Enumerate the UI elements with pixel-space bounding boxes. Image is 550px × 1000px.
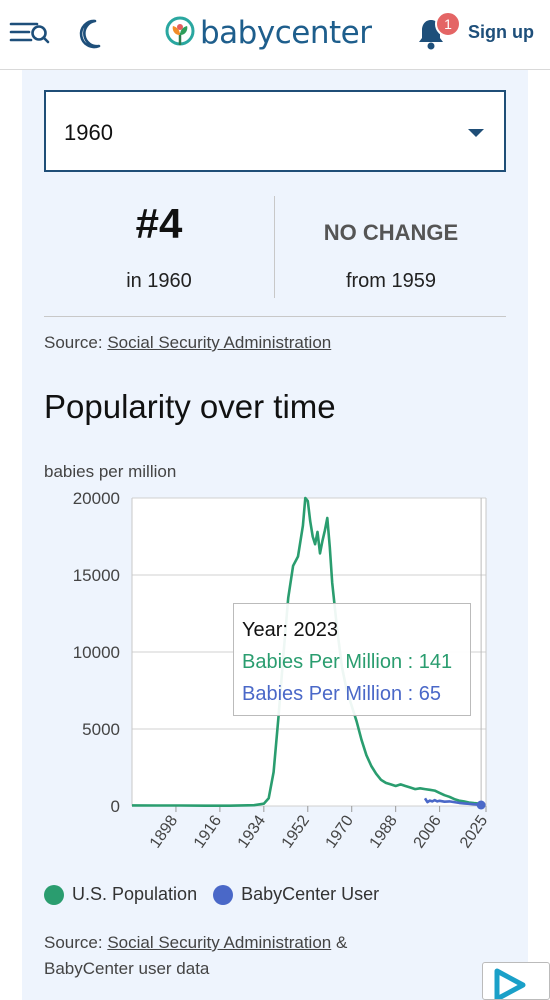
x-tick-label: 2025: [457, 812, 491, 851]
chart-legend: U.S. Population BabyCenter User: [44, 884, 395, 905]
x-tick-label: 1970: [323, 812, 357, 851]
y-tick-label: 15000: [73, 566, 120, 585]
source-bottom-line2: BabyCenter user data: [44, 959, 210, 978]
stats-bottom-divider: [44, 316, 506, 317]
sign-up-link[interactable]: Sign up: [468, 22, 534, 42]
site-header: babycenter 1 Sign up: [0, 0, 550, 70]
logo-text: babycenter: [200, 15, 372, 51]
legend-babycenter-user[interactable]: BabyCenter User: [213, 884, 379, 905]
ssa-link-bottom[interactable]: Social Security Administration: [107, 933, 332, 952]
tooltip-year: Year: 2023: [242, 619, 339, 641]
y-tick-label: 0: [111, 797, 120, 816]
x-tick-label: 1916: [191, 812, 225, 851]
y-tick-label: 10000: [73, 643, 120, 662]
babycenter-logo[interactable]: babycenter: [164, 13, 372, 53]
legend-us-dot: [44, 884, 64, 905]
dark-mode-toggle[interactable]: [68, 14, 112, 54]
x-tick-label: 1934: [235, 812, 269, 851]
hover-point: [476, 800, 486, 810]
source-bottom-suffix: &: [331, 933, 348, 952]
rank-value: #4: [135, 200, 183, 247]
menu-search-button[interactable]: [8, 14, 52, 54]
year-select[interactable]: 1960: [44, 90, 506, 172]
popularity-title: Popularity over time: [44, 388, 336, 425]
chevron-down-icon: [468, 129, 484, 137]
legend-us-label: U.S. Population: [72, 884, 198, 904]
y-axis-unit-label: babies per million: [44, 462, 177, 481]
babycenter-user-line: [423, 797, 482, 807]
source-top: Source: Social Security Administration: [44, 330, 331, 356]
notification-badge: 1: [435, 11, 461, 37]
y-tick-label: 5000: [82, 720, 120, 739]
x-tick-label: 2006: [411, 812, 445, 851]
video-play-button[interactable]: [482, 962, 550, 1000]
y-tick-label: 20000: [73, 490, 120, 508]
legend-us-population[interactable]: U.S. Population: [44, 884, 197, 905]
x-tick-label: 1988: [367, 812, 401, 851]
moon-icon: [79, 19, 101, 49]
chart-tooltip: Year: 2023 Babies Per Million : 141 Babi…: [233, 603, 471, 716]
legend-bc-label: BabyCenter User: [241, 884, 380, 904]
source-bottom-prefix: Source:: [44, 933, 108, 952]
rank-change-reference: from 1959: [345, 270, 437, 292]
source-top-prefix: Source:: [44, 333, 108, 352]
x-tick-label: 1898: [147, 812, 181, 851]
logo-flower-icon: [165, 16, 195, 46]
tooltip-bc-value: Babies Per Million : 65: [242, 683, 441, 705]
name-popularity-card: 1960 #4 in 1960 NO CHANGE from 1959 Sour…: [22, 70, 528, 1000]
tooltip-us-value: Babies Per Million : 141: [242, 651, 453, 673]
play-icon: [494, 968, 526, 1000]
source-bottom: Source: Social Security Administration &…: [44, 930, 347, 982]
rank-change: NO CHANGE: [323, 220, 459, 245]
stats-divider: [274, 196, 275, 298]
legend-bc-dot: [213, 884, 234, 905]
year-select-value: 1960: [64, 120, 113, 145]
rank-year: in 1960: [126, 270, 192, 292]
x-tick-label: 1952: [279, 812, 313, 851]
menu-search-icon: [9, 22, 50, 44]
ssa-link-top[interactable]: Social Security Administration: [107, 333, 332, 352]
